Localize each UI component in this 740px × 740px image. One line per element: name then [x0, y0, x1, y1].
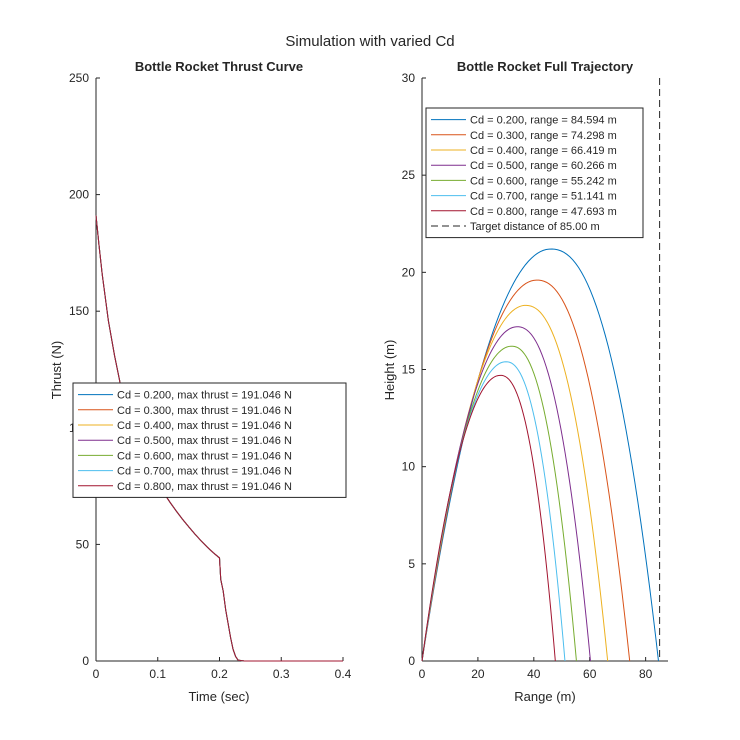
figure-title: Simulation with varied Cd: [285, 33, 454, 50]
thrust-x-tick-label: 0.2: [211, 667, 228, 681]
trajectory-x-tick-label: 0: [419, 667, 426, 681]
thrust-y-tick-label: 0: [82, 654, 89, 668]
trajectory-y-tick-label: 20: [402, 265, 416, 279]
trajectory-y-axis-label: Height (m): [382, 340, 397, 401]
trajectory-y-tick-label: 5: [408, 557, 415, 571]
trajectory-legend-label: Cd = 0.200, range = 84.594 m: [470, 115, 617, 127]
trajectory-y-tick-label: 0: [408, 654, 415, 668]
trajectory-legend-label: Target distance of 85.00 m: [470, 221, 600, 233]
thrust-x-tick-label: 0.4: [335, 667, 352, 681]
thrust-legend-label: Cd = 0.200, max thrust = 191.046 N: [117, 390, 292, 402]
trajectory-series-line-7: [421, 374, 556, 662]
thrust-x-axis-label: Time (sec): [189, 689, 250, 704]
thrust-legend-box: [72, 382, 347, 498]
trajectory-y-tick-label: 10: [402, 460, 416, 474]
trajectory-legend: Cd = 0.200, range = 84.594 m Cd = 0.300, …: [425, 107, 644, 239]
trajectory-x-tick-label: 80: [639, 667, 653, 681]
thrust-chart-title: Bottle Rocket Thrust Curve: [135, 59, 303, 74]
trajectory-legend-label: Cd = 0.300, range = 74.298 m: [470, 130, 617, 142]
trajectory-y-tick-label: 25: [402, 168, 416, 182]
trajectory-x-tick-label: 20: [471, 667, 485, 681]
thrust-legend-label: Cd = 0.500, max thrust = 191.046 N: [117, 435, 292, 447]
trajectory-x-axis-label: Range (m): [514, 689, 575, 704]
thrust-legend-label: Cd = 0.400, max thrust = 191.046 N: [117, 420, 292, 432]
trajectory-chart-title: Bottle Rocket Full Trajectory: [457, 59, 634, 74]
thrust-legend-label: Cd = 0.600, max thrust = 191.046 N: [117, 450, 292, 462]
thrust-y-axis-label: Thrust (N): [49, 341, 64, 400]
thrust-legend-label: Cd = 0.700, max thrust = 191.046 N: [117, 466, 292, 478]
thrust-legend: Cd = 0.200, max thrust = 191.046 N Cd = 0…: [72, 382, 347, 498]
thrust-legend-label: Cd = 0.300, max thrust = 191.046 N: [117, 405, 292, 417]
trajectory-legend-label: Cd = 0.700, range = 51.141 m: [470, 191, 617, 203]
trajectory-x-tick-label: 60: [583, 667, 597, 681]
thrust-ticks: 00.10.20.30.4050100150200250: [69, 71, 352, 681]
thrust-y-tick-label: 200: [69, 188, 89, 202]
thrust-y-tick-label: 50: [76, 537, 90, 551]
thrust-legend-label: Cd = 0.800, max thrust = 191.046 N: [117, 481, 292, 493]
trajectory-x-tick-label: 40: [527, 667, 541, 681]
thrust-y-tick-label: 150: [69, 304, 89, 318]
thrust-x-tick-label: 0: [93, 667, 100, 681]
trajectory-legend-box: [425, 107, 644, 239]
thrust-y-tick-label: 250: [69, 71, 89, 85]
trajectory-y-tick-label: 30: [402, 71, 416, 85]
trajectory-ticks: 0 20 40 60 80 0 5 10 15 20 25 30: [402, 71, 668, 681]
thrust-x-tick-label: 0.3: [273, 667, 290, 681]
trajectory-legend-label: Cd = 0.800, range = 47.693 m: [470, 206, 617, 218]
thrust-x-tick-label: 0.1: [149, 667, 166, 681]
trajectory-legend-label: Cd = 0.400, range = 66.419 m: [470, 145, 617, 157]
trajectory-axes: Bottle Rocket Full Trajectory Range (m) …: [382, 59, 668, 704]
trajectory-y-tick-label: 15: [402, 363, 416, 377]
trajectory-legend-label: Cd = 0.500, range = 60.266 m: [470, 160, 617, 172]
trajectory-lines: [421, 78, 661, 662]
trajectory-legend-label: Cd = 0.600, range = 55.242 m: [470, 175, 617, 187]
thrust-axes: Bottle Rocket Thrust Curve Time (sec) Th…: [49, 59, 352, 704]
